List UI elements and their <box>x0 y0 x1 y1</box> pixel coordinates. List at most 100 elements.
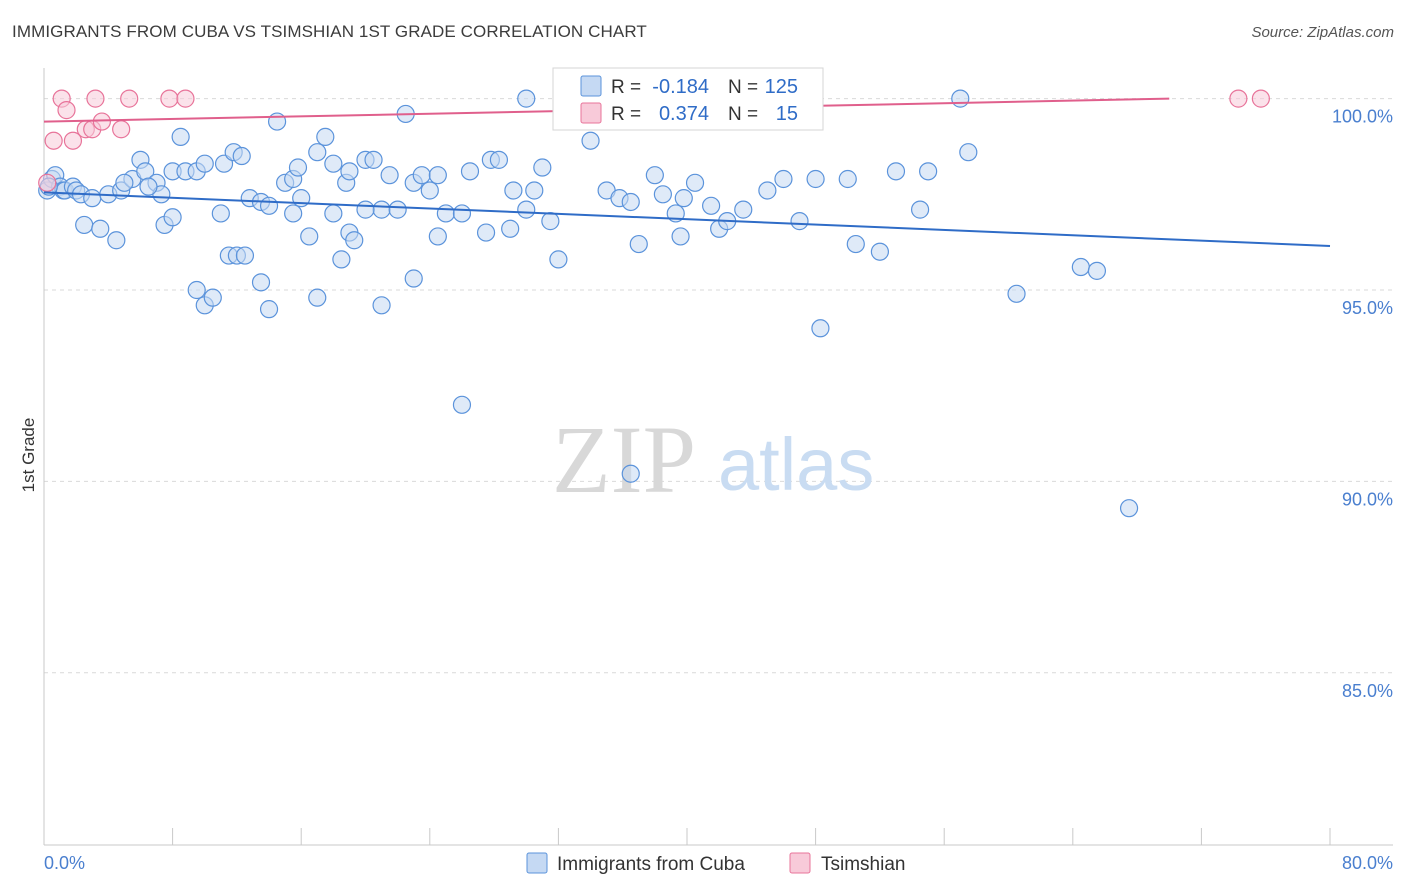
point-cuba <box>758 181 777 200</box>
point-tsimshian <box>160 89 179 108</box>
point-tsimshian <box>1229 89 1248 108</box>
point-cuba <box>187 280 206 300</box>
point-cuba <box>107 231 126 250</box>
x-ticks <box>43 828 1331 845</box>
point-cuba <box>404 269 423 288</box>
bottom-legend-label-cuba: Immigrants from Cuba <box>557 854 745 875</box>
point-tsimshian <box>176 89 195 108</box>
point-cuba <box>629 234 648 254</box>
point-cuba <box>790 212 809 231</box>
bottom-legend-label-tsimshian: Tsimshian <box>821 854 905 875</box>
point-cuba <box>501 219 520 238</box>
legend-swatch-cuba <box>580 75 602 97</box>
point-tsimshian <box>1251 89 1270 108</box>
point-cuba <box>549 250 568 269</box>
point-cuba <box>702 196 721 215</box>
legend-n-label-cuba: N = <box>728 77 758 98</box>
watermark-zip: ZIP <box>552 406 696 513</box>
point-cuba <box>308 288 327 307</box>
point-tsimshian <box>44 131 63 150</box>
point-cuba <box>83 189 102 208</box>
legend-n-value-tsimshian: 15 <box>776 103 798 125</box>
point-tsimshian <box>86 89 105 108</box>
y-tick-label: 100.0% <box>1332 107 1393 127</box>
point-cuba <box>284 204 303 223</box>
point-cuba <box>951 89 970 108</box>
point-cuba <box>316 127 335 146</box>
point-cuba <box>251 273 271 292</box>
point-cuba <box>232 146 251 166</box>
point-cuba <box>364 150 383 169</box>
point-cuba <box>460 162 480 181</box>
point-cuba <box>259 196 279 215</box>
source-label: Source: ZipAtlas.com <box>1251 24 1394 41</box>
point-cuba <box>324 204 343 223</box>
point-cuba <box>388 200 407 219</box>
point-cuba <box>653 185 672 204</box>
bottom-legend: Immigrants from Cuba Tsimshian <box>526 852 905 875</box>
point-tsimshian <box>92 112 111 131</box>
point-cuba <box>75 215 94 235</box>
point-cuba <box>476 223 496 242</box>
point-cuba <box>541 212 560 231</box>
legend-n-label-tsimshian: N = <box>728 104 758 125</box>
point-cuba <box>203 288 222 307</box>
point-cuba <box>324 154 343 173</box>
point-tsimshian <box>38 173 57 192</box>
point-cuba <box>919 162 938 181</box>
point-cuba <box>300 227 319 246</box>
point-cuba <box>308 143 327 162</box>
point-cuba <box>838 169 857 189</box>
point-cuba <box>621 192 640 212</box>
y-tick-labels: 85.0% 90.0% 95.0% 100.0% <box>1332 107 1393 701</box>
point-cuba <box>436 204 455 223</box>
point-cuba <box>139 177 158 196</box>
point-cuba <box>645 166 664 185</box>
point-cuba <box>420 181 439 200</box>
point-tsimshian <box>63 131 83 150</box>
point-cuba <box>267 112 287 131</box>
point-cuba <box>806 169 825 189</box>
bottom-legend-swatch-tsimshian <box>789 852 811 874</box>
point-cuba <box>163 208 182 227</box>
point-cuba <box>525 181 544 200</box>
point-cuba <box>517 89 536 108</box>
point-cuba <box>489 150 509 169</box>
point-cuba <box>504 181 523 200</box>
legend-r-label-tsimshian: R = <box>611 104 641 125</box>
point-cuba <box>959 143 978 162</box>
point-cuba <box>685 173 705 192</box>
point-cuba <box>380 166 399 185</box>
point-cuba <box>774 169 793 189</box>
point-cuba <box>674 189 693 208</box>
point-cuba <box>332 250 351 269</box>
point-cuba <box>211 204 230 223</box>
point-cuba <box>846 234 865 254</box>
point-cuba <box>734 200 753 219</box>
point-cuba <box>288 158 308 177</box>
point-cuba <box>1071 257 1090 277</box>
point-cuba <box>259 300 279 319</box>
point-cuba <box>115 173 134 192</box>
point-cuba <box>1119 499 1139 518</box>
point-cuba <box>910 200 930 219</box>
point-cuba <box>340 162 359 181</box>
chart-title: IMMIGRANTS FROM CUBA VS TSIMSHIAN 1ST GR… <box>12 22 647 41</box>
point-cuba <box>356 200 375 219</box>
legend-r-value-cuba: -0.184 <box>652 76 709 98</box>
y-axis-label: 1st Grade <box>19 418 38 493</box>
point-cuba <box>195 154 214 173</box>
top-legend: R = -0.184 N = 125 R = 0.374 N = 15 <box>552 67 824 131</box>
point-cuba <box>517 200 536 219</box>
legend-swatch-tsimshian <box>580 102 602 124</box>
grid-lines <box>44 98 1393 674</box>
y-tick-label: 85.0% <box>1342 681 1393 701</box>
point-cuba <box>533 158 552 177</box>
x-tick-label-min: 0.0% <box>44 853 85 873</box>
series-cuba-points <box>38 89 1139 518</box>
point-cuba <box>1087 261 1107 280</box>
point-tsimshian <box>120 89 139 108</box>
legend-n-value-cuba: 125 <box>765 76 798 98</box>
trend-line-cuba <box>43 191 1331 247</box>
